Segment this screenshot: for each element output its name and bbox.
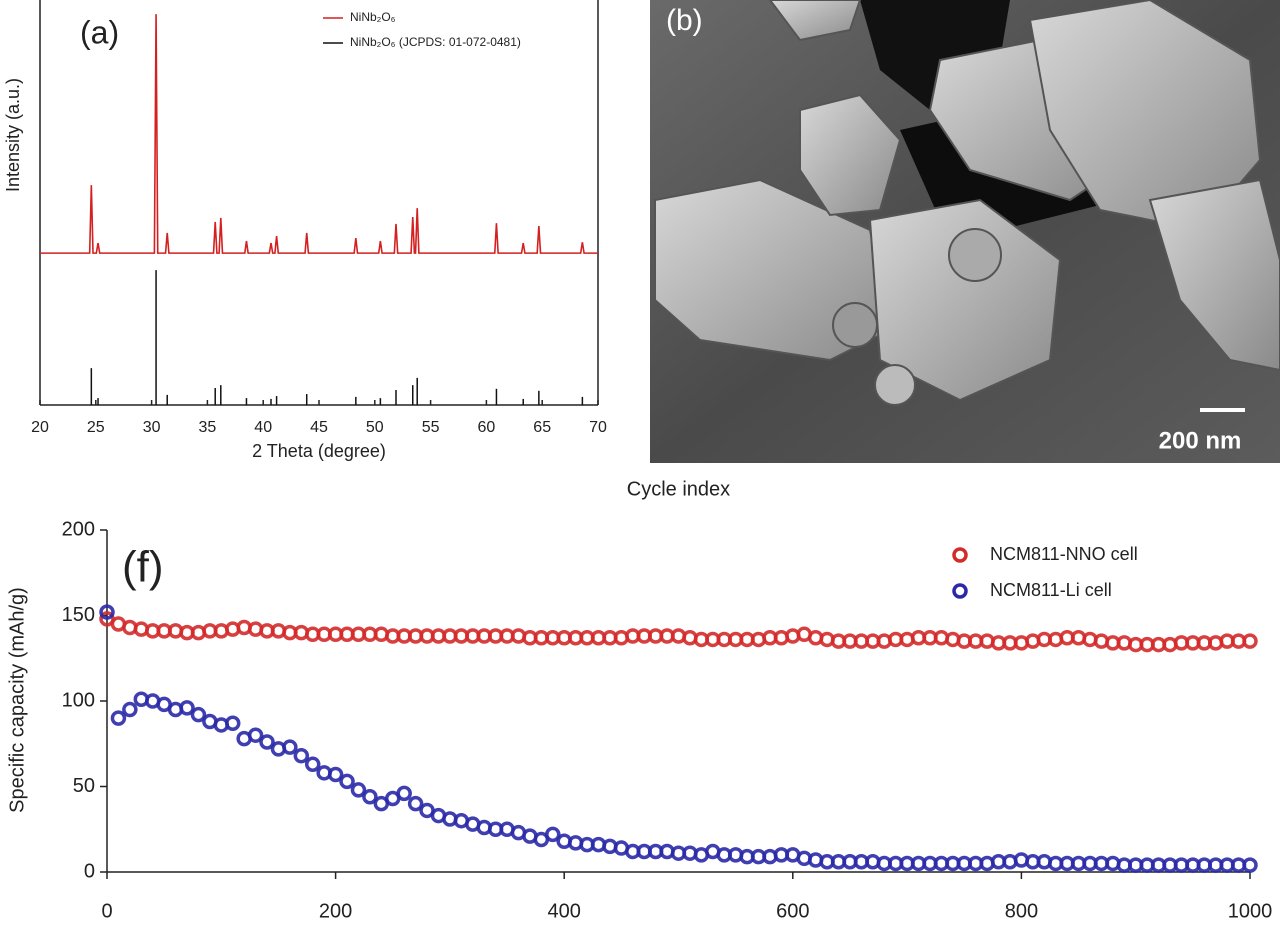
data-point: [396, 785, 412, 802]
x-tick-label: 35: [199, 419, 217, 436]
sem-crystal: [868, 198, 1062, 402]
legend-label: NCM811-NNO cell: [990, 544, 1138, 564]
x-tick-label: 40: [254, 419, 272, 436]
y-axis-label: Intensity (a.u.): [3, 78, 23, 192]
legend-label: NiNb₂O₆ (JCPDS: 01-072-0481): [350, 35, 521, 49]
data-point: [282, 739, 298, 755]
data-point: [407, 795, 424, 812]
legend-marker: [952, 583, 968, 599]
y-tick-label: 200: [62, 518, 95, 540]
sem-crystal: [768, 0, 862, 42]
x-tick-label: 800: [1005, 900, 1038, 922]
data-point: [110, 710, 127, 726]
data-point: [224, 715, 241, 731]
data-point: [1242, 633, 1258, 649]
sem-crystal: [799, 93, 902, 217]
x-tick-label: 45: [310, 419, 328, 436]
pattern-line: [40, 14, 598, 254]
scale-bar-label: 200 nm: [1159, 427, 1242, 454]
x-tick-label: 25: [87, 419, 105, 436]
panel-label: (b): [666, 4, 703, 37]
data-point: [339, 773, 355, 790]
legend-label: NCM811-Li cell: [990, 580, 1112, 600]
sem-crystal: [1148, 178, 1280, 372]
data-point: [350, 782, 367, 798]
data-point: [99, 604, 115, 620]
legend-label: NiNb₂O₆: [350, 10, 396, 24]
x-tick-label: 600: [776, 900, 809, 922]
data-point: [247, 727, 264, 743]
data-point: [327, 766, 344, 783]
data-point: [293, 747, 310, 764]
data-point: [190, 706, 207, 723]
x-tick-label: 30: [143, 419, 161, 436]
sem-crystal: [948, 228, 1002, 282]
sem-crystal: [874, 364, 916, 406]
x-tick-label: 60: [478, 419, 496, 436]
sem-crystal: [832, 302, 878, 348]
x-tick-label: 400: [548, 900, 581, 922]
x-axis-label: Cycle index: [627, 478, 730, 500]
x-tick-label: 50: [366, 419, 384, 436]
data-point: [1242, 857, 1258, 873]
panel-label: (a): [80, 14, 119, 50]
x-tick-label: 200: [319, 900, 352, 922]
y-tick-label: 150: [62, 604, 95, 626]
data-point: [259, 734, 275, 750]
x-tick-label: 0: [101, 900, 112, 922]
data-point: [545, 826, 561, 843]
x-tick-label: 20: [31, 419, 49, 436]
sem-image: (b) 200 nm: [650, 0, 1280, 463]
y-tick-label: 50: [73, 775, 95, 797]
x-axis-label: 2 Theta (degree): [252, 441, 386, 461]
data-point: [304, 756, 321, 773]
x-tick-label: 1000: [1228, 900, 1273, 922]
y-axis-label: Specific capacity (mAh/g): [6, 587, 28, 813]
x-tick-label: 70: [589, 419, 607, 436]
y-tick-label: 0: [84, 860, 95, 882]
panel-label: (f): [122, 543, 164, 592]
data-point: [362, 789, 378, 805]
sem-shadow: [860, 0, 1010, 110]
x-tick-label: 65: [533, 419, 551, 436]
x-tick-label: 55: [422, 419, 440, 436]
y-tick-label: 100: [62, 689, 95, 711]
data-point: [122, 701, 138, 718]
legend-marker: [952, 547, 968, 563]
data-point: [179, 700, 195, 716]
